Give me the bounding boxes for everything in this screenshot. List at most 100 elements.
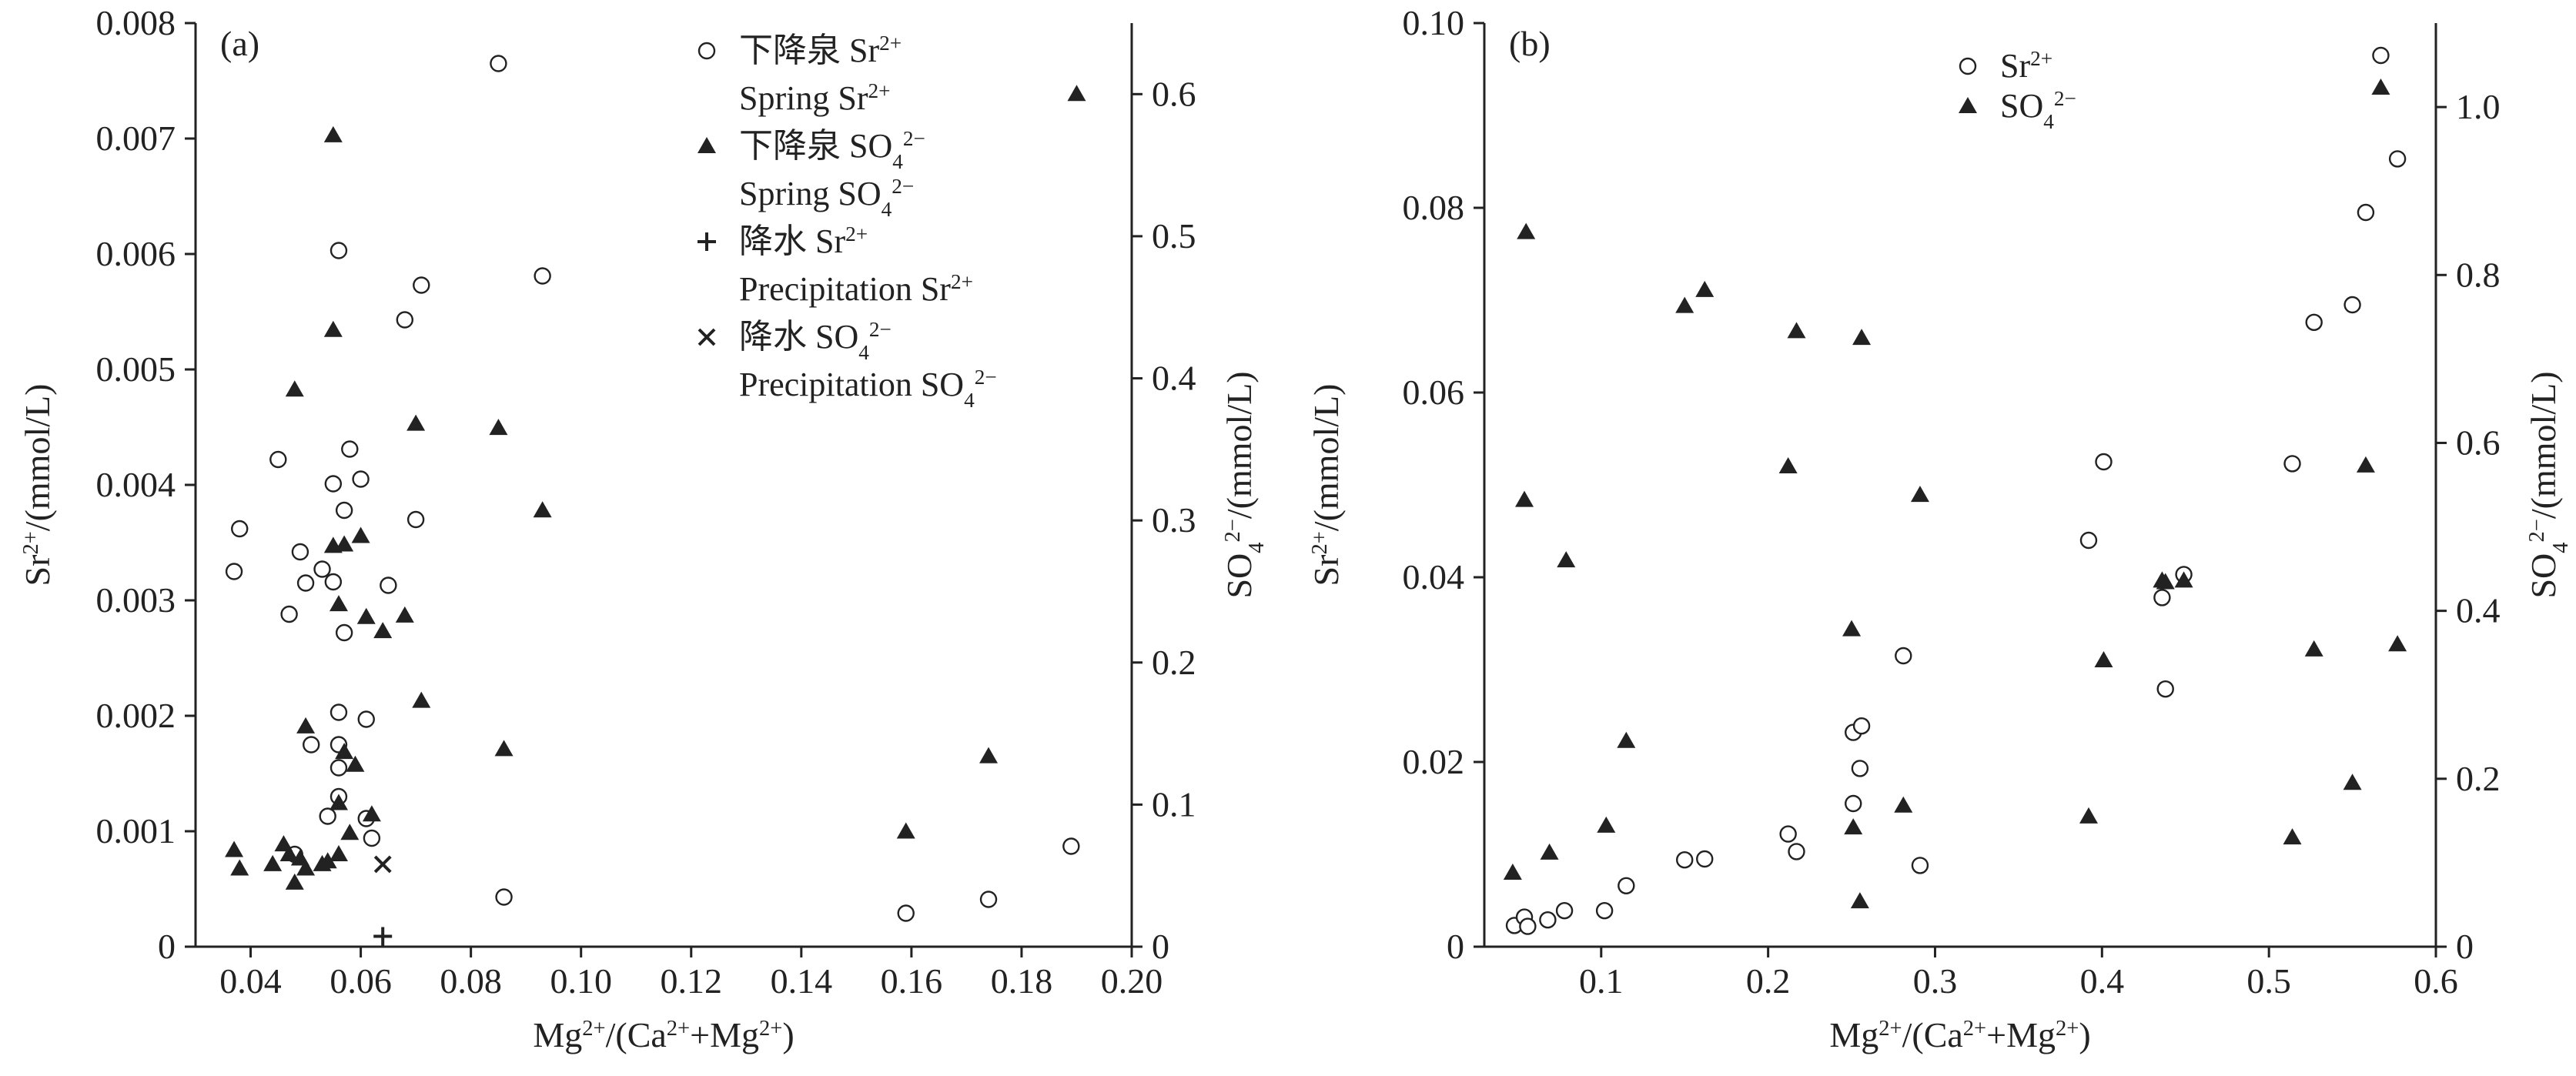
axes-frame: [1483, 23, 2437, 948]
series-1: [1503, 79, 2407, 909]
circle-point: [1555, 901, 1574, 920]
triangle-point: [1557, 551, 1576, 568]
circle-point: [1851, 760, 1869, 777]
series-2: [373, 927, 393, 946]
circle-point: [269, 450, 287, 469]
circle-point: [2388, 150, 2407, 168]
circle-point: [979, 891, 998, 908]
legend-entry-label: 下降泉 SO42−: [739, 127, 925, 173]
circle-point: [357, 710, 375, 728]
y-left-tick-label: 0.001: [96, 811, 176, 850]
circle-point: [2156, 680, 2174, 698]
triangle-point: [489, 419, 508, 436]
triangle-point: [323, 125, 343, 142]
triangle-point: [1695, 280, 1715, 297]
y-right-tick-label: 0.5: [1152, 216, 1196, 256]
series-3: [373, 855, 392, 874]
triangle-point: [1503, 864, 1522, 880]
y-right-tick-label: 0.2: [2456, 759, 2501, 798]
x-tick-label: 0.16: [881, 961, 943, 1001]
legend: Sr2+SO42−: [1959, 47, 2076, 133]
circle-point: [1519, 917, 1537, 935]
y-right-tick-label: 0.6: [1152, 74, 1196, 113]
circle-point: [495, 888, 513, 906]
legend-entry-label: Sr2+: [2000, 47, 2052, 85]
circle-point: [280, 605, 298, 623]
triangle-point: [2343, 774, 2362, 790]
triangle-point: [230, 859, 249, 876]
circle-point: [2343, 296, 2361, 314]
y-left-tick-label: 0.04: [1403, 557, 1465, 596]
circle-point: [225, 563, 243, 580]
triangle-point: [296, 859, 316, 876]
circle-point: [291, 543, 309, 561]
triangle-point: [1894, 796, 1913, 813]
y-right-tick-label: 1.0: [2456, 87, 2501, 126]
x-axis-label: Mg2+/(Ca2++Mg2+): [1829, 1015, 2090, 1054]
y-right-tick-label: 0.3: [1152, 500, 1196, 540]
triangle-point: [373, 622, 393, 639]
y-left-axis-label: Sr2+/(mmol/L): [1306, 384, 1346, 586]
legend-triangle-marker: [1959, 97, 1977, 113]
circle-point: [313, 560, 331, 578]
triangle-point: [279, 845, 299, 861]
x-tick-label: 0.2: [1746, 961, 1791, 1001]
y-right-tick-label: 0.4: [2456, 591, 2501, 630]
circle-point: [2283, 455, 2301, 473]
circle-point: [1062, 837, 1080, 855]
y-left-tick-label: 0: [1447, 927, 1464, 966]
legend-plus-marker: [698, 232, 716, 251]
triangle-point: [979, 747, 999, 764]
series-0: [1505, 46, 2407, 935]
triangle-point: [318, 852, 337, 869]
circle-point: [1595, 901, 1614, 920]
circle-point: [1676, 850, 1694, 869]
circle-point: [330, 759, 348, 777]
circle-point: [534, 267, 551, 285]
cross-point: [373, 855, 392, 874]
circle-point: [303, 736, 320, 754]
circle-point: [352, 470, 370, 488]
circle-point: [380, 576, 397, 594]
triangle-point: [263, 854, 283, 871]
triangle-point: [2356, 456, 2375, 473]
triangle-point: [1787, 322, 1806, 339]
circle-point: [1779, 825, 1797, 843]
legend-entry-label: Precipitation SO42−: [739, 366, 997, 412]
y-right-tick-label: 0: [1152, 927, 1169, 966]
triangle-point: [1515, 490, 1534, 507]
panel-label: (b): [1509, 24, 1551, 63]
triangle-point: [329, 794, 348, 810]
triangle-point: [346, 755, 365, 772]
y-right-axis-label: SO42−/(mmol/L): [1219, 371, 1269, 598]
triangle-point: [494, 740, 514, 757]
triangle-point: [2174, 571, 2193, 588]
circle-point: [1696, 850, 1714, 868]
circle-point: [1895, 647, 1912, 665]
triangle-point: [1675, 296, 1694, 313]
triangle-point: [335, 535, 354, 552]
y-right-axis-label: SO42−/(mmol/L): [2524, 371, 2573, 598]
circle-point: [324, 475, 343, 493]
legend-entry-label: SO42−: [2000, 87, 2076, 133]
circle-point: [490, 55, 507, 72]
circle-point: [406, 510, 425, 529]
legend-cross-marker: [698, 328, 716, 346]
triangle-point: [406, 414, 426, 431]
series-1: [225, 85, 1086, 890]
triangle-point: [285, 380, 304, 397]
circle-point: [231, 520, 249, 538]
y-left-tick-label: 0.007: [96, 119, 176, 158]
x-tick-label: 0.4: [2080, 961, 2125, 1001]
y-left-axis-label: Sr2+/(mmol/L): [18, 384, 57, 586]
triangle-point: [335, 743, 354, 760]
circle-point: [2372, 46, 2390, 65]
circle-point: [2095, 453, 2113, 471]
circle-point: [2357, 203, 2375, 222]
triangle-point: [2371, 79, 2390, 95]
circle-point: [396, 311, 414, 329]
y-left-tick-label: 0.005: [96, 349, 176, 389]
y-left-tick-label: 0: [158, 927, 176, 966]
x-tick-label: 0.3: [1913, 961, 1958, 1001]
